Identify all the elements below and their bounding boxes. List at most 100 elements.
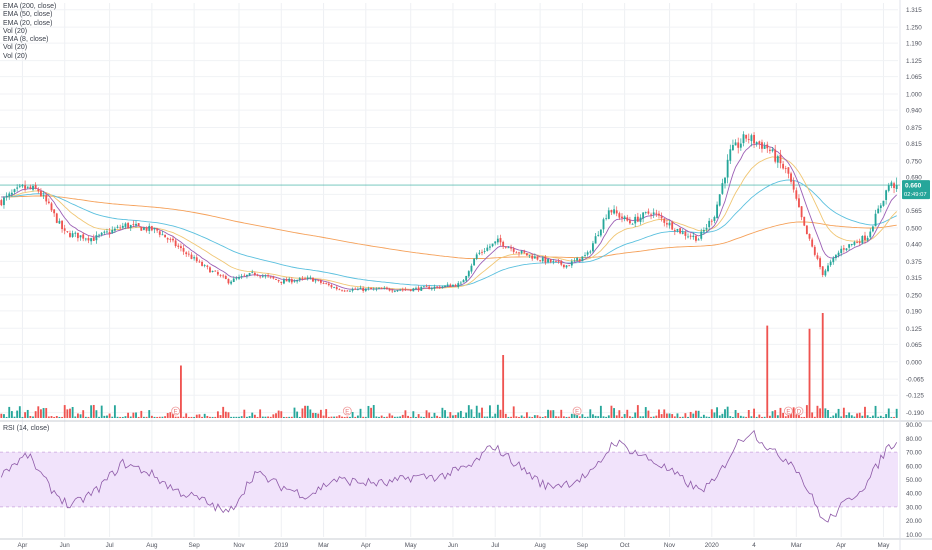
candle [578,258,581,263]
candle-body [644,211,647,213]
volume-bar [24,412,27,418]
legend-vol-1[interactable]: Vol (20) [3,27,28,35]
candle-body [710,220,713,222]
legend-ema50[interactable]: EMA (50, close) [3,11,53,19]
candle [354,287,357,290]
candle [224,274,227,280]
volume-bar [21,416,24,418]
candle [153,227,156,234]
candle-body [819,258,822,267]
volume-bar [137,416,140,418]
candle [842,244,845,253]
candle [362,286,365,293]
candle [433,284,436,291]
candle-body [626,217,629,221]
candle-body [63,228,66,231]
candle [425,284,428,287]
candle [829,259,832,267]
candle-body [504,246,507,248]
candle-body [584,255,586,256]
candle [887,182,890,193]
candle-body [446,284,449,286]
candle-body [676,229,679,231]
volume-bar [312,412,314,418]
volume-bar [732,416,734,418]
candle-body [309,277,312,279]
volume-bar [29,416,32,418]
volume-bar [842,407,845,418]
candle-body [864,235,866,241]
volume-bar [618,410,621,418]
candle-body [459,282,462,284]
volume-bar [92,404,95,418]
candle [240,273,243,280]
candle-body [314,280,317,282]
volume-bar [869,416,872,418]
volume-bar [82,410,85,418]
candle-body [721,183,724,194]
candle [631,222,634,225]
legend-vol-2[interactable]: Vol (20) [3,44,28,52]
candle-body [312,277,314,282]
candle [565,264,568,269]
candle [845,248,848,252]
rsi-legend[interactable]: RSI (14, close) [3,425,50,432]
candle [407,289,409,291]
candle-body [771,149,774,152]
volume-bar [462,416,465,418]
volume-bar [520,415,523,418]
volume-bar [621,416,623,418]
event-marker: E [171,406,181,416]
candle-body [8,193,11,197]
candle [378,287,380,290]
volume-bar [298,416,301,418]
candle [420,286,423,291]
candle [58,218,61,225]
candle-body [61,220,63,230]
volume-bar [536,415,539,418]
volume-bar [322,415,325,418]
candle-body [871,226,874,232]
volume-bar [74,416,77,418]
volume-bar [726,406,729,418]
volume-bar [5,416,8,418]
volume-bar [853,416,856,418]
candle-body [621,216,623,219]
volume-bar [687,416,689,418]
legend-vol-3[interactable]: Vol (20) [3,52,28,60]
volume-bar [135,412,137,418]
volume-bar [121,416,124,418]
candle [399,288,402,292]
volume-bar [0,413,3,418]
legend-ema8[interactable]: EMA (8, close) [3,36,49,44]
candle-body [631,223,634,225]
event-marker-label: E [345,410,349,416]
price-tick-label: 1.190 [906,41,922,48]
ema-8-line [1,143,898,291]
candle [388,287,391,292]
candle-body [185,252,188,255]
volume-bar [269,416,272,418]
volume-bar [729,416,732,418]
candle-body [766,144,769,149]
candle-body [565,265,568,268]
volume-bar [193,416,196,418]
volume-bar [597,416,600,418]
candle [211,270,214,273]
candle [34,182,37,190]
candle-body [541,257,544,262]
volume-bar [391,415,394,418]
volume-bar [652,416,655,418]
candle [700,228,703,241]
candle-body [3,197,5,206]
candle-body [235,278,238,280]
candle-body [420,286,423,291]
candle-body [42,195,45,196]
legend-ema200[interactable]: EMA (200, close) [3,3,57,10]
legend-ema20[interactable]: EMA (20, close) [3,19,53,27]
candle-body [618,213,621,218]
candle-body [705,227,708,230]
candle [768,146,771,154]
candle-body [95,235,98,241]
